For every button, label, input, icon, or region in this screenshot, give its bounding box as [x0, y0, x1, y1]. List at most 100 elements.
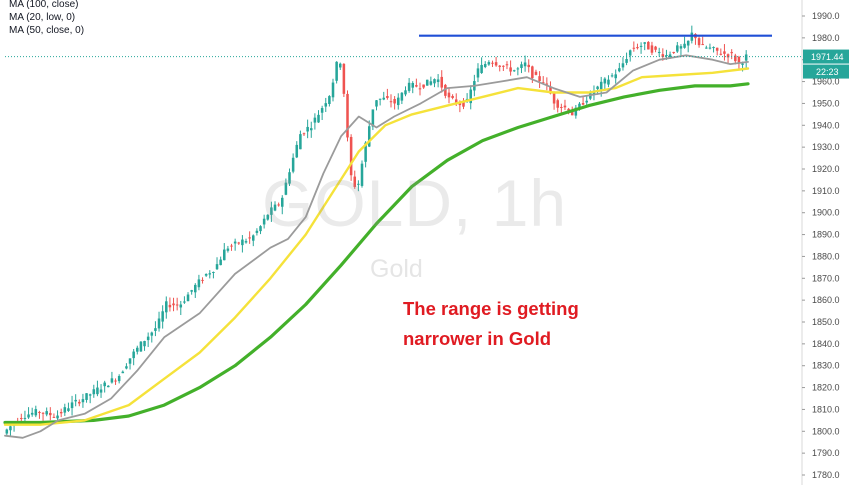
- axis-tick-label: 1820.0: [812, 383, 840, 393]
- candle-body: [676, 45, 679, 52]
- candle-body: [636, 47, 639, 49]
- candle-body: [226, 248, 230, 251]
- candle-body: [67, 408, 70, 411]
- candle-body: [132, 351, 135, 359]
- candle-body: [255, 230, 259, 233]
- candle-body: [418, 88, 422, 90]
- candle-body: [505, 64, 509, 66]
- annotation-line-2: narrower in Gold: [403, 328, 552, 349]
- candle-body: [237, 242, 241, 244]
- axis-tick-label: 1950.0: [812, 98, 840, 108]
- candle-body: [585, 100, 588, 103]
- candle-body: [328, 96, 331, 104]
- candle-body: [309, 128, 313, 131]
- candle-body: [386, 96, 389, 98]
- candle-body: [422, 84, 425, 88]
- candle-body: [618, 68, 621, 72]
- candle-body: [284, 182, 288, 195]
- candle-body: [469, 89, 473, 104]
- candle-body: [599, 81, 603, 90]
- candle-body: [730, 52, 733, 54]
- candle-body: [628, 50, 632, 56]
- candle-body: [320, 108, 324, 113]
- candle-body: [201, 279, 204, 281]
- candle-body: [541, 82, 545, 84]
- candle-body: [592, 91, 596, 95]
- candle-body: [172, 303, 175, 306]
- candle-body: [545, 83, 549, 85]
- candle-body: [610, 75, 614, 77]
- candle-body: [88, 394, 92, 396]
- candle-body: [78, 401, 81, 404]
- candle-body: [295, 144, 299, 158]
- candle-body: [324, 103, 328, 107]
- candle-body: [154, 328, 157, 331]
- annotation-line-1: The range is getting: [403, 298, 579, 319]
- candle-body: [291, 157, 295, 172]
- candle-body: [596, 86, 599, 90]
- candle-body: [741, 63, 744, 65]
- candle-body: [208, 273, 212, 275]
- candle-body: [20, 418, 23, 420]
- candle-body: [121, 371, 125, 374]
- candle-body: [357, 183, 360, 185]
- candle-body: [165, 301, 168, 313]
- axis-tick-label: 1830.0: [812, 361, 840, 371]
- candle-body: [233, 241, 237, 244]
- candle-body: [331, 82, 335, 98]
- candle-body: [661, 54, 665, 57]
- candle-body: [737, 56, 741, 64]
- candle-body: [114, 380, 117, 382]
- candle-body: [494, 62, 498, 66]
- last-price-tag: [803, 49, 849, 64]
- candle-body: [117, 376, 121, 382]
- candle-body: [194, 284, 197, 293]
- candle-body: [59, 412, 63, 414]
- candle-body: [425, 79, 429, 86]
- candle-body: [215, 264, 219, 270]
- candle-body: [407, 82, 411, 91]
- axis-tick-label: 1980.0: [812, 33, 840, 43]
- candle-body: [56, 415, 59, 419]
- candle-body: [23, 417, 27, 419]
- price-axis[interactable]: 1780.0 1790.0 1800.0 1810.0 1820.0 1830.0 1840…: [801, 0, 852, 485]
- candle-body: [273, 204, 277, 211]
- candle-body: [288, 172, 291, 184]
- legend-ma20[interactable]: MA (20, low, 0): [9, 12, 76, 23]
- ma50-line: [3, 67, 750, 426]
- candle-body: [389, 101, 393, 103]
- candle-body: [30, 412, 34, 415]
- candle-body: [92, 389, 96, 395]
- candle-body: [643, 42, 646, 44]
- candle-body: [139, 341, 143, 352]
- candle-body: [686, 40, 690, 46]
- candle-body: [683, 43, 686, 48]
- candle-body: [400, 92, 404, 101]
- candle-body: [49, 412, 52, 416]
- candle-body: [128, 358, 132, 364]
- candle-body: [607, 79, 610, 85]
- candle-body: [27, 414, 30, 418]
- candle-body: [34, 409, 38, 416]
- candle-body: [444, 84, 447, 96]
- candle-body: [614, 74, 617, 79]
- candle-body: [99, 389, 103, 393]
- candle-body: [270, 207, 273, 215]
- candle-body: [85, 393, 88, 400]
- candle-body: [179, 304, 183, 308]
- candle-body: [335, 61, 338, 81]
- axis-tick-label: 1880.0: [812, 251, 840, 261]
- candle-body: [346, 93, 349, 138]
- candle-body: [157, 318, 161, 329]
- legend-ma50[interactable]: MA (50, close, 0): [9, 25, 85, 36]
- watermark-name: Gold: [370, 255, 423, 283]
- candle-body: [74, 399, 77, 402]
- candle-body: [204, 273, 208, 276]
- candle-body: [480, 64, 483, 74]
- candle-body: [81, 399, 85, 403]
- legend-ma100[interactable]: MA (100, close): [9, 0, 79, 10]
- candle-body: [436, 79, 440, 83]
- candle-body: [697, 38, 701, 46]
- candle-body: [625, 59, 628, 63]
